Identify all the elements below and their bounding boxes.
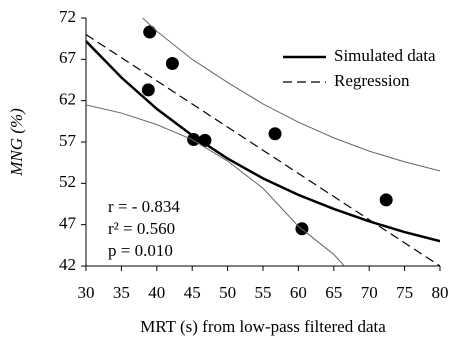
- x-tick-label: 35: [113, 283, 130, 302]
- point: [141, 83, 155, 97]
- x-tick-label: 40: [148, 283, 165, 302]
- point: [165, 56, 179, 70]
- y-tick-label: 72: [59, 7, 76, 26]
- x-tick-label: 65: [325, 283, 342, 302]
- curve: [142, 17, 440, 172]
- point: [379, 193, 393, 207]
- x-axis-title: MRT (s) from low-pass filtered data: [140, 317, 386, 336]
- x-tick-label: 70: [361, 283, 378, 302]
- y-tick-label: 62: [59, 90, 76, 109]
- y-axis-title: MNG (%): [7, 108, 26, 177]
- annotation: r² = 0.560: [108, 219, 175, 238]
- x-tick-label: 50: [219, 283, 236, 302]
- curve: [86, 104, 345, 266]
- x-tick-label: 55: [255, 283, 272, 302]
- x-tick-label: 75: [396, 283, 413, 302]
- x-tick-label: 30: [78, 283, 95, 302]
- legend-label: Regression: [334, 71, 410, 90]
- curve: [86, 34, 440, 266]
- legend-label: Simulated data: [334, 46, 436, 65]
- x-tick-label: 80: [432, 283, 449, 302]
- point: [143, 25, 157, 39]
- y-tick-label: 42: [59, 255, 76, 274]
- y-tick-label: 47: [59, 214, 77, 233]
- curve: [86, 40, 440, 243]
- annotation: r = - 0.834: [108, 197, 180, 216]
- y-tick-label: 52: [59, 172, 76, 191]
- x-tick-label: 60: [290, 283, 307, 302]
- y-tick-label: 67: [59, 48, 77, 67]
- point: [198, 133, 212, 147]
- annotation: p = 0.010: [108, 241, 173, 260]
- x-tick-label: 45: [184, 283, 201, 302]
- point: [268, 127, 282, 141]
- y-tick-label: 57: [59, 131, 77, 150]
